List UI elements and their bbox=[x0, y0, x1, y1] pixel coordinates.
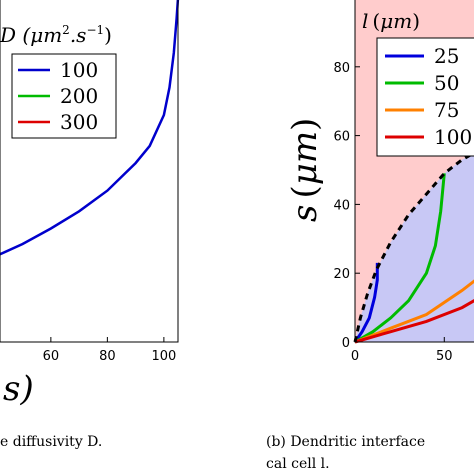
left-legend-label-100: 100 bbox=[60, 58, 98, 82]
right-x-tick-label: 50 bbox=[436, 349, 453, 364]
right-caption-line1: (b) Dendritic interface bbox=[266, 434, 425, 450]
left-caption: e diffusivity D. bbox=[0, 434, 102, 450]
right-panel: 0 20 40 60 80 0 50 s(μm) l (μm) 25 50 75 100 (b) … bbox=[266, 0, 474, 472]
left-series-line-100 bbox=[0, 0, 180, 256]
right-legend-label-100: 100 bbox=[434, 125, 472, 149]
right-dashed-boundary bbox=[353, 151, 474, 343]
right-series-line-100 bbox=[354, 299, 474, 344]
left-x-tick-label: 100 bbox=[151, 349, 176, 364]
right-legend-label-25: 25 bbox=[434, 44, 459, 68]
right-caption-line2: cal cell l. bbox=[266, 456, 330, 472]
right-y-tick-label: 40 bbox=[333, 198, 350, 213]
left-legend-label-200: 200 bbox=[60, 84, 98, 108]
left-legend-label-300: 300 bbox=[60, 110, 98, 134]
right-legend-label-75: 75 bbox=[434, 98, 459, 122]
right-y-axis-label: s(μm) bbox=[285, 118, 325, 222]
right-interface-fill bbox=[355, 152, 474, 342]
left-x-axis-label: s) bbox=[3, 369, 34, 409]
right-legend-title: l (μm) bbox=[362, 9, 420, 33]
right-series-line-25 bbox=[353, 262, 379, 343]
left-x-tick-label: 80 bbox=[99, 349, 116, 364]
left-legend-title: D (μm2.s−1) bbox=[0, 23, 112, 47]
right-series-line-75 bbox=[354, 279, 474, 344]
right-y-tick-label: 0 bbox=[342, 336, 350, 351]
left-axes-frame bbox=[0, 0, 179, 343]
right-legend: l (μm) 25 50 75 100 bbox=[362, 9, 474, 157]
right-x-tick-label: 0 bbox=[351, 349, 359, 364]
right-series-line-50 bbox=[354, 173, 446, 344]
right-y-tick-label: 60 bbox=[333, 130, 350, 145]
right-y-tick-label: 20 bbox=[333, 267, 350, 282]
left-x-tick-label: 60 bbox=[43, 349, 60, 364]
right-axes-frame bbox=[354, 0, 474, 343]
right-y-tick-label: 80 bbox=[333, 61, 350, 76]
right-legend-label-50: 50 bbox=[434, 71, 459, 95]
